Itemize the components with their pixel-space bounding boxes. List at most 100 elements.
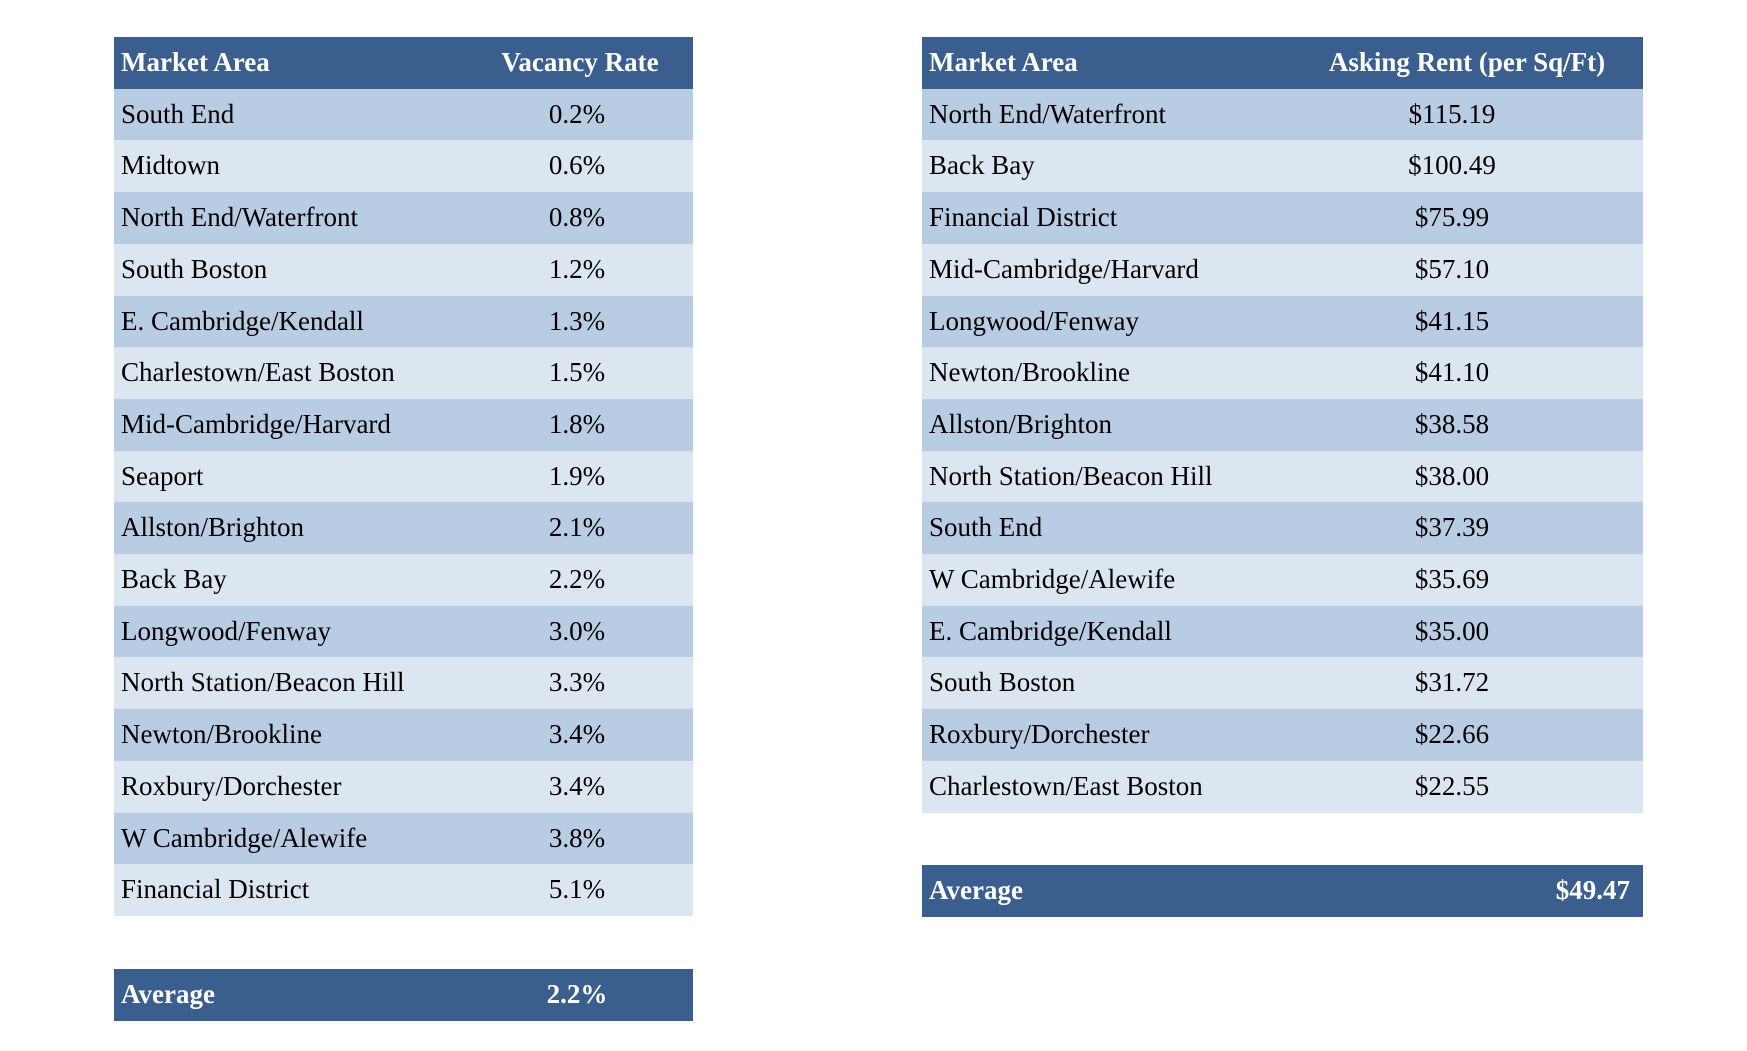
market-cell: W Cambridge/Alewife bbox=[121, 822, 368, 853]
value-cell: $57.10 bbox=[1414, 253, 1490, 284]
value-cell: 1.9% bbox=[548, 460, 606, 491]
row bbox=[114, 398, 693, 452]
market-cell: North End/Waterfront bbox=[929, 98, 1167, 129]
header-cell: Asking Rent (per Sq/Ft) bbox=[1328, 47, 1606, 77]
row bbox=[114, 709, 693, 762]
row bbox=[922, 243, 1643, 296]
value-cell: $41.15 bbox=[1414, 305, 1490, 336]
value-cell: $100.49 bbox=[1408, 150, 1496, 181]
value-cell: $31.72 bbox=[1414, 667, 1490, 698]
market-cell: Roxbury/Dorchester bbox=[121, 770, 342, 801]
value-cell: 1.2% bbox=[548, 253, 606, 284]
market-cell: Back Bay bbox=[929, 150, 1035, 181]
row bbox=[114, 554, 693, 607]
row bbox=[922, 760, 1643, 813]
market-cell: Back Bay bbox=[121, 564, 227, 594]
average-label: Average bbox=[121, 979, 215, 1009]
market-cell: South Boston bbox=[121, 253, 268, 284]
value-cell: 3.4% bbox=[548, 719, 606, 750]
market-cell: North End/Waterfront bbox=[121, 202, 359, 233]
value-cell: 3.8% bbox=[548, 822, 606, 853]
row bbox=[114, 347, 693, 400]
value-cell: $22.66 bbox=[1414, 719, 1490, 750]
row bbox=[922, 502, 1643, 555]
value-cell: 3.4% bbox=[548, 770, 606, 801]
header-cell: Market Area bbox=[121, 47, 270, 77]
value-cell: 1.5% bbox=[548, 357, 606, 388]
market-cell: Financial District bbox=[121, 874, 310, 905]
market-cell: Longwood/Fenway bbox=[121, 615, 331, 646]
value-cell: 5.1% bbox=[548, 874, 606, 905]
row bbox=[114, 864, 693, 917]
value-cell: 1.3% bbox=[548, 305, 606, 336]
row bbox=[114, 760, 693, 813]
header-row bbox=[114, 37, 693, 89]
value-cell: 0.6% bbox=[548, 150, 606, 181]
market-cell: Allston/Brighton bbox=[121, 512, 305, 543]
market-cell: Allston/Brighton bbox=[929, 408, 1113, 439]
market-cell: Midtown bbox=[121, 150, 221, 181]
market-cell: South End bbox=[121, 98, 235, 129]
value-cell: 0.2% bbox=[548, 98, 606, 129]
average-value: $49.47 bbox=[1555, 875, 1630, 905]
average-value: 2.2% bbox=[546, 979, 608, 1009]
row bbox=[922, 709, 1643, 762]
market-cell: Roxbury/Dorchester bbox=[929, 719, 1150, 750]
row bbox=[114, 657, 693, 710]
row bbox=[114, 812, 693, 865]
market-cell: Mid-Cambridge/Harvard bbox=[121, 408, 391, 439]
market-cell: Longwood/Fenway bbox=[929, 305, 1139, 336]
row bbox=[922, 347, 1643, 400]
market-cell: Seaport bbox=[121, 460, 204, 491]
header-cell: Market Area bbox=[929, 47, 1078, 77]
value-cell: $35.69 bbox=[1414, 564, 1490, 594]
market-cell: South Boston bbox=[929, 667, 1076, 698]
value-cell: $75.99 bbox=[1414, 202, 1490, 233]
row bbox=[922, 88, 1643, 141]
row bbox=[114, 605, 693, 658]
row bbox=[922, 605, 1643, 658]
average-label: Average bbox=[929, 875, 1023, 905]
average-row bbox=[114, 969, 693, 1021]
row bbox=[114, 450, 693, 503]
value-cell: $38.00 bbox=[1414, 460, 1490, 491]
value-cell: 3.0% bbox=[548, 615, 606, 646]
header-cell: Vacancy Rate bbox=[501, 47, 659, 77]
row bbox=[114, 243, 693, 296]
market-cell: North Station/Beacon Hill bbox=[121, 667, 405, 698]
row bbox=[922, 398, 1643, 452]
market-cell: E. Cambridge/Kendall bbox=[121, 305, 364, 336]
row bbox=[114, 295, 693, 348]
market-cell: South End bbox=[929, 512, 1043, 543]
market-cell: Financial District bbox=[929, 202, 1118, 233]
value-cell: $41.10 bbox=[1414, 357, 1490, 388]
row bbox=[922, 657, 1643, 710]
header-row bbox=[922, 37, 1643, 89]
market-cell: Newton/Brookline bbox=[121, 719, 322, 750]
value-cell: 2.1% bbox=[548, 512, 606, 543]
row bbox=[114, 192, 693, 245]
value-cell: $37.39 bbox=[1414, 512, 1490, 543]
value-cell: $22.55 bbox=[1414, 770, 1490, 801]
row bbox=[922, 140, 1643, 193]
market-cell: E. Cambridge/Kendall bbox=[929, 615, 1172, 646]
row bbox=[114, 140, 693, 193]
row bbox=[922, 450, 1643, 503]
value-cell: $38.58 bbox=[1414, 408, 1490, 439]
row bbox=[922, 554, 1643, 607]
market-cell: W Cambridge/Alewife bbox=[929, 564, 1176, 594]
value-cell: $35.00 bbox=[1414, 615, 1490, 646]
value-cell: 2.2% bbox=[548, 564, 606, 594]
market-cell: Mid-Cambridge/Harvard bbox=[929, 253, 1199, 284]
value-cell: 0.8% bbox=[548, 202, 606, 233]
value-cell: 1.8% bbox=[548, 408, 606, 439]
value-cell: $115.19 bbox=[1408, 98, 1496, 129]
row bbox=[114, 88, 693, 141]
average-row bbox=[922, 865, 1643, 917]
market-cell: North Station/Beacon Hill bbox=[929, 460, 1213, 491]
market-cell: Charlestown/East Boston bbox=[929, 770, 1203, 801]
value-cell: 3.3% bbox=[548, 667, 606, 698]
market-cell: Newton/Brookline bbox=[929, 357, 1130, 388]
row bbox=[922, 192, 1643, 245]
